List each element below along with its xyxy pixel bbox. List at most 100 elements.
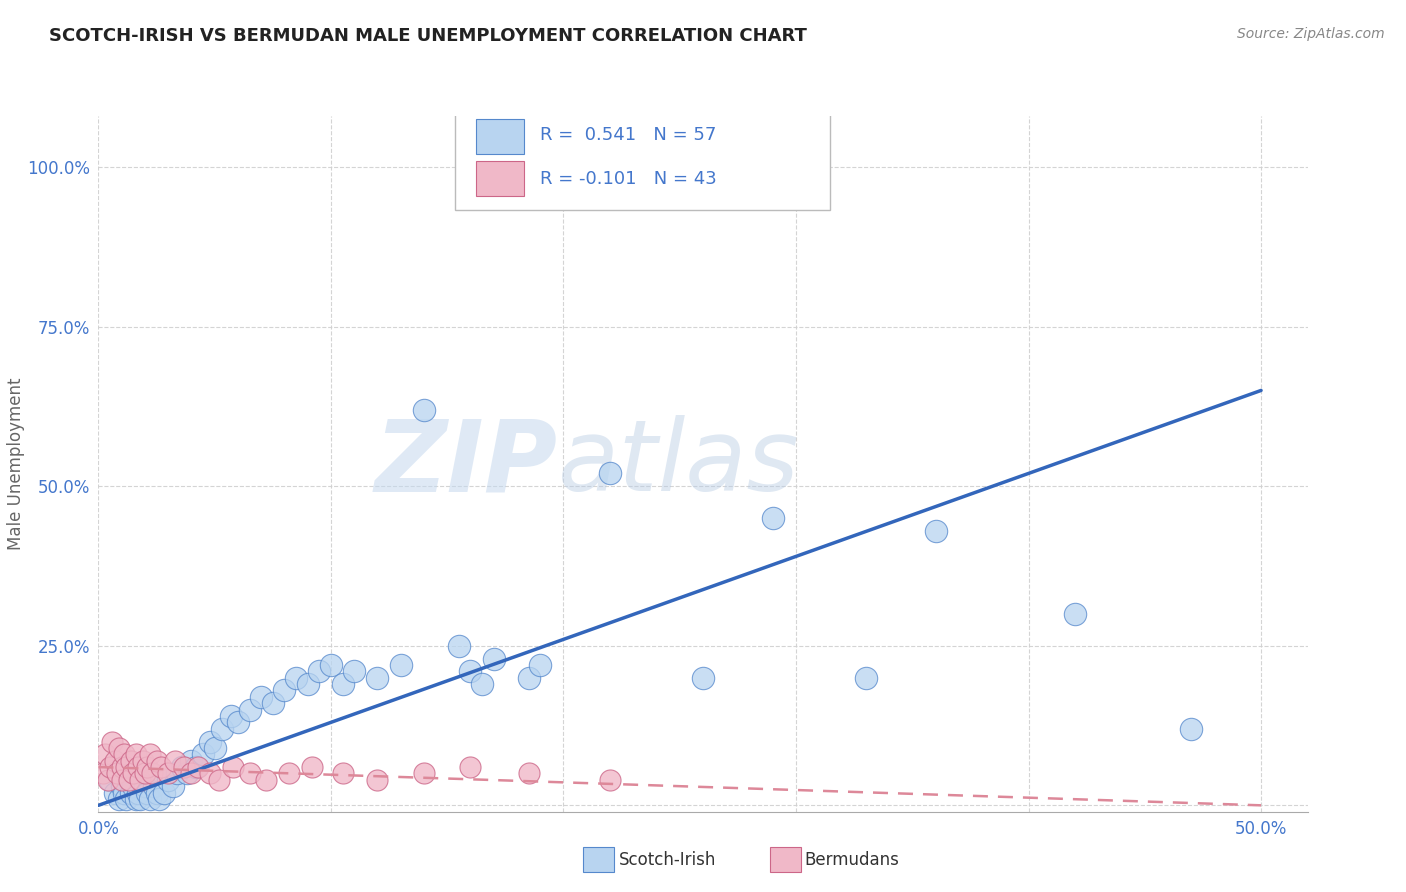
Y-axis label: Male Unemployment: Male Unemployment: [7, 377, 25, 550]
Point: [120, 786, 142, 800]
Point: [115, 792, 138, 806]
Point: [104, 754, 127, 768]
Point: [204, 740, 226, 755]
Point: [1064, 607, 1087, 621]
Point: [413, 766, 436, 780]
Point: [222, 760, 245, 774]
Point: [157, 766, 180, 780]
Point: [98, 772, 121, 787]
Point: [94, 747, 117, 762]
Text: Source: ZipAtlas.com: Source: ZipAtlas.com: [1237, 27, 1385, 41]
Point: [599, 772, 621, 787]
Point: [150, 760, 173, 774]
Point: [517, 671, 540, 685]
Point: [482, 651, 505, 665]
Point: [517, 766, 540, 780]
Point: [97, 772, 120, 787]
Point: [111, 779, 134, 793]
Point: [366, 671, 388, 685]
Bar: [475, 120, 524, 154]
Point: [460, 760, 482, 774]
Point: [198, 766, 221, 780]
Point: [129, 792, 152, 806]
Point: [105, 766, 128, 780]
Point: [172, 760, 194, 774]
Point: [599, 467, 621, 481]
FancyBboxPatch shape: [456, 105, 830, 210]
Point: [180, 766, 202, 780]
Point: [91, 766, 114, 780]
Point: [1180, 722, 1202, 736]
Point: [127, 760, 149, 774]
Point: [111, 760, 134, 774]
Point: [131, 754, 153, 768]
Point: [134, 779, 156, 793]
Point: [273, 683, 295, 698]
Point: [208, 772, 231, 787]
Point: [166, 766, 188, 780]
Point: [111, 772, 134, 787]
Point: [143, 779, 166, 793]
Point: [460, 665, 482, 679]
Bar: [475, 161, 524, 196]
Point: [239, 766, 262, 780]
Point: [301, 760, 323, 774]
Text: ZIP: ZIP: [375, 416, 558, 512]
Point: [219, 709, 242, 723]
Point: [134, 766, 156, 780]
Point: [129, 772, 152, 787]
Point: [124, 747, 146, 762]
Point: [136, 760, 159, 774]
Point: [108, 792, 131, 806]
Point: [148, 792, 170, 806]
Text: Bermudans: Bermudans: [804, 851, 898, 869]
Point: [366, 772, 388, 787]
Point: [157, 772, 180, 787]
Point: [529, 657, 551, 672]
Point: [108, 740, 131, 755]
Point: [98, 760, 121, 774]
Point: [173, 760, 195, 774]
Point: [152, 786, 174, 800]
Point: [239, 703, 262, 717]
Point: [285, 671, 308, 685]
Text: Scotch-Irish: Scotch-Irish: [619, 851, 716, 869]
Point: [138, 747, 160, 762]
Point: [254, 772, 277, 787]
Point: [145, 754, 167, 768]
Point: [184, 760, 207, 774]
Point: [122, 766, 145, 780]
Point: [332, 766, 354, 780]
Point: [855, 671, 877, 685]
Point: [120, 754, 142, 768]
Point: [138, 792, 160, 806]
Point: [112, 786, 135, 800]
Point: [262, 696, 284, 710]
Point: [332, 677, 354, 691]
Point: [124, 792, 146, 806]
Point: [176, 766, 198, 780]
Point: [250, 690, 273, 704]
Point: [162, 779, 184, 793]
Point: [115, 760, 138, 774]
Text: R = -0.101   N = 43: R = -0.101 N = 43: [540, 169, 717, 187]
Point: [211, 722, 233, 736]
Point: [692, 671, 714, 685]
Point: [762, 511, 785, 525]
Point: [297, 677, 319, 691]
Point: [141, 766, 163, 780]
Point: [198, 734, 221, 748]
Point: [413, 402, 436, 417]
Point: [191, 747, 214, 762]
Point: [278, 766, 301, 780]
Point: [187, 760, 209, 774]
Point: [104, 786, 127, 800]
Point: [101, 734, 124, 748]
Point: [145, 786, 167, 800]
Point: [226, 715, 249, 730]
Text: atlas: atlas: [558, 416, 800, 512]
Point: [471, 677, 494, 691]
Text: SCOTCH-IRISH VS BERMUDAN MALE UNEMPLOYMENT CORRELATION CHART: SCOTCH-IRISH VS BERMUDAN MALE UNEMPLOYME…: [49, 27, 807, 45]
Text: R =  0.541   N = 57: R = 0.541 N = 57: [540, 127, 716, 145]
Point: [136, 786, 159, 800]
